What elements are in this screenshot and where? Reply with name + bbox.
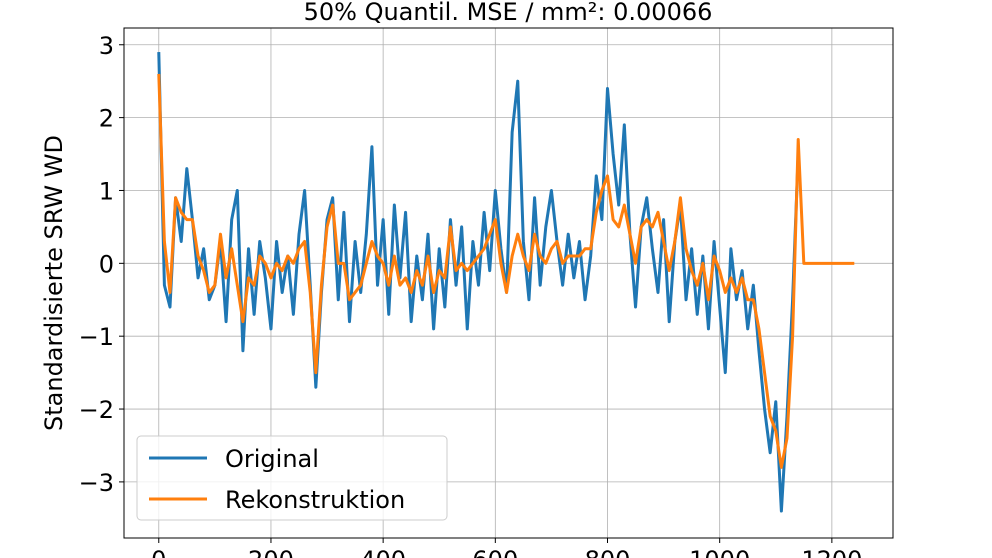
y-tick-label: 1 [99,177,114,205]
y-tick-label: −2 [79,396,114,424]
y-tick-label: 2 [99,105,114,133]
x-tick-label: 200 [248,546,294,558]
plot-frame [123,27,894,539]
y-tick-label: −3 [79,469,114,497]
y-tick-label: 3 [99,32,114,60]
legend-box [136,435,448,521]
legend-label: Rekonstruktion [225,486,405,514]
x-tick-label: 1000 [689,546,750,558]
data-line [157,52,800,513]
data-line [157,73,855,469]
y-axis-label: Standardisierte SRW WD [40,135,68,431]
x-tick-label: 400 [360,546,406,558]
y-tick-label: −1 [79,323,114,351]
x-tick-label: 800 [585,546,631,558]
x-tick-label: 600 [472,546,518,558]
legend-label: Original [225,445,319,473]
plot-area [157,52,855,513]
y-tick-label: 0 [99,250,114,278]
x-tick-label: 1200 [801,546,862,558]
chart-title: 50% Quantil. MSE / mm²: 0.00066 [304,0,713,26]
x-tick-label: 0 [151,546,166,558]
